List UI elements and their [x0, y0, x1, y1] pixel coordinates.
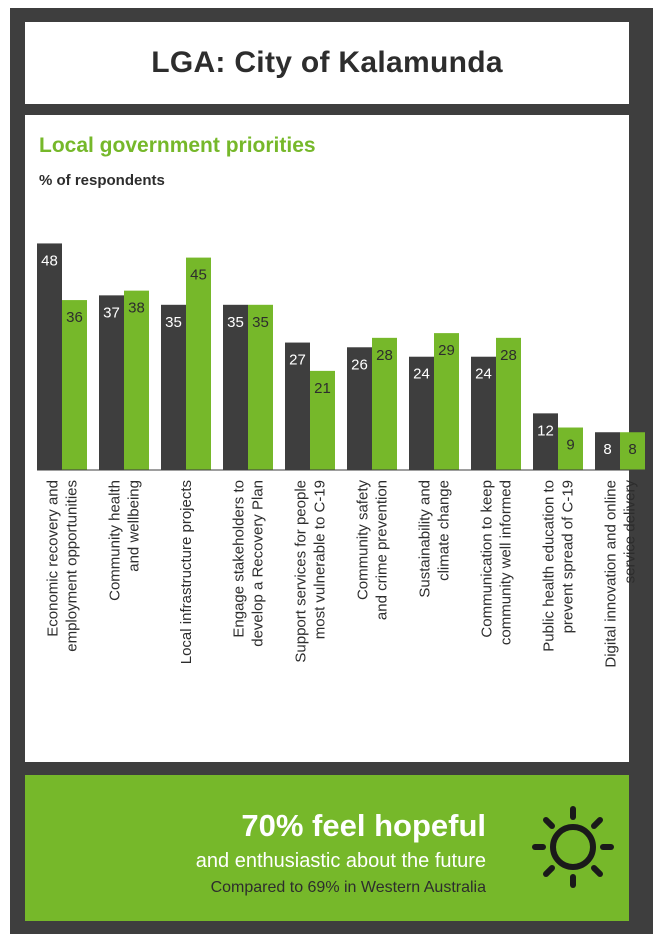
bar-green-7 — [496, 337, 521, 470]
data-label: 29 — [438, 342, 455, 359]
summary-subline: and enthusiastic about the future — [195, 850, 486, 872]
chart-title: Local government priorities — [39, 134, 316, 157]
category-label: Local infrastructure projects — [178, 480, 195, 664]
category-label: develop a Recovery Plan — [250, 480, 267, 647]
data-label: 8 — [603, 441, 611, 458]
bar-dark-3 — [223, 304, 248, 470]
data-label: 35 — [227, 314, 244, 331]
data-label: 8 — [628, 441, 636, 458]
data-label: 27 — [289, 352, 306, 369]
sun-icon — [532, 806, 614, 888]
category-label: climate change — [436, 480, 453, 581]
data-label: 38 — [128, 300, 145, 317]
bar-dark-2 — [161, 304, 186, 470]
category-label: employment opportunities — [64, 480, 81, 652]
bar-dark-8 — [533, 413, 558, 470]
data-label: 24 — [475, 366, 492, 383]
category-label: Community safety — [355, 480, 372, 601]
category-label: Community health — [107, 480, 124, 601]
category-label: Support services for people — [293, 480, 310, 663]
data-label: 36 — [66, 309, 83, 326]
bar-dark-4 — [285, 342, 310, 470]
category-label: Digital innovation and online — [603, 480, 620, 668]
category-label: Engage stakeholders to — [231, 480, 248, 638]
summary-comparison: Compared to 69% in Western Australia — [210, 879, 486, 896]
category-label: and crime prevention — [374, 480, 391, 620]
chart-subtitle: % of respondents — [39, 172, 165, 189]
data-label: 48 — [41, 252, 58, 269]
summary-panel: 70% feel hopeful and enthusiastic about … — [25, 775, 629, 921]
bar-green-0 — [62, 300, 87, 470]
data-label: 35 — [165, 314, 182, 331]
category-label: and wellbeing — [126, 480, 143, 572]
page-title: LGA: City of Kalamunda — [151, 46, 503, 79]
data-label: 45 — [190, 267, 207, 284]
data-label: 35 — [252, 314, 269, 331]
bar-green-9 — [620, 432, 645, 470]
data-label: 21 — [314, 380, 331, 397]
bar-green-1 — [124, 290, 149, 470]
category-label: prevent spread of C-19 — [560, 480, 577, 633]
bar-green-6 — [434, 333, 459, 470]
data-label: 28 — [376, 347, 393, 364]
bar-dark-9 — [595, 432, 620, 470]
category-label: Public health education to — [541, 480, 558, 652]
data-label: 9 — [566, 437, 574, 454]
data-label: 37 — [103, 304, 120, 321]
bar-green-5 — [372, 337, 397, 470]
category-label: Economic recovery and — [45, 480, 62, 637]
bar-green-2 — [186, 257, 211, 470]
bar-dark-5 — [347, 347, 372, 470]
category-label: community well informed — [498, 480, 515, 645]
data-label: 24 — [413, 366, 430, 383]
bar-dark-1 — [99, 295, 124, 470]
data-label: 26 — [351, 356, 368, 373]
summary-headline: 70% feel hopeful — [241, 808, 486, 843]
bar-green-4 — [310, 370, 335, 470]
category-label: Communication to keep — [479, 480, 496, 638]
bar-dark-7 — [471, 356, 496, 470]
bar-green-8 — [558, 427, 583, 470]
bar-dark-0 — [37, 243, 62, 470]
bar-green-3 — [248, 304, 273, 470]
category-label: service delivery — [622, 480, 639, 584]
data-label: 28 — [500, 347, 517, 364]
bar-dark-6 — [409, 356, 434, 470]
category-label: most vulnerable to C-19 — [312, 480, 329, 639]
title-panel: LGA: City of Kalamunda — [25, 22, 629, 104]
category-label: Sustainability and — [417, 480, 434, 598]
data-label: 12 — [537, 422, 554, 439]
